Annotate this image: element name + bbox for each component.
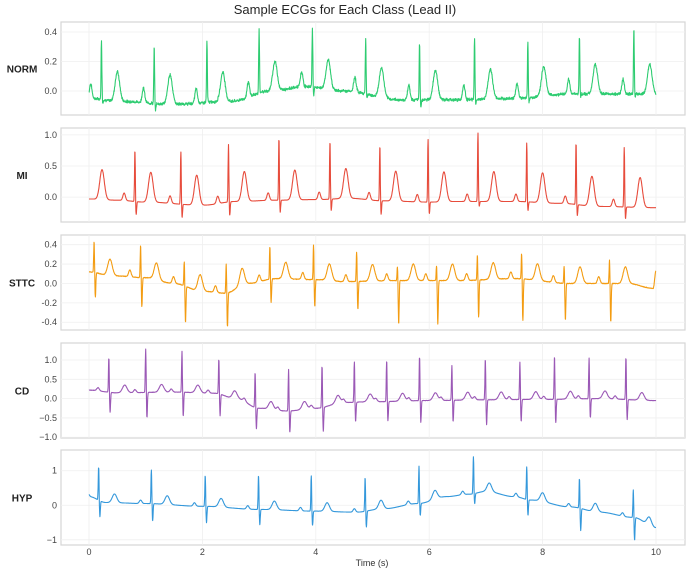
y-tick-label: −1.0 [39,432,57,442]
panel-hyp: 0 2 4 6 8 10 −1 0 1 HYP [12,449,686,557]
y-tick-label: 0.0 [44,394,57,404]
y-tick-label: 1 [52,466,57,476]
ecg-trace-sttc [88,241,657,327]
ecg-trace-mi [88,132,657,219]
x-axis-label: Time (s) [356,558,389,568]
panel-norm: 0.0 0.2 0.4 NORM [7,21,686,116]
panel-mi: 0.0 0.5 1.0 MI [16,127,686,223]
y-tick-label: −0.5 [39,413,57,423]
panel-label: NORM [7,65,38,76]
x-tick-label: 10 [651,547,661,557]
panel-sttc: -0.4 -0.2 0.0 0.2 0.4 STTC [9,234,686,331]
y-tick-label: 0.5 [44,374,57,384]
y-tick-label: 0.0 [44,86,57,96]
y-tick-label: 0.2 [44,259,57,269]
y-tick-label: 0.2 [44,56,57,66]
x-tick-label: 6 [427,547,432,557]
x-tick-label: 4 [313,547,318,557]
y-tick-label: 0.0 [44,278,57,288]
x-tick-label: 8 [540,547,545,557]
y-tick-label: −1 [47,535,57,545]
axes-frame [60,449,686,546]
ecg-trace-cd [88,348,657,433]
y-tick-label: 0.5 [44,161,57,171]
panel-cd: −1.0 −0.5 0.0 0.5 1.0 CD [15,342,686,442]
y-tick-label: 0.0 [44,192,57,202]
y-tick-label: -0.2 [41,298,57,308]
panel-label: MI [16,171,27,182]
ecg-trace-hyp [88,456,657,541]
y-tick-label: -0.4 [41,317,57,327]
y-tick-label: 0 [52,500,57,510]
y-tick-label: 1.0 [44,130,57,140]
y-tick-label: 0.4 [44,240,57,250]
chart-title: Sample ECGs for Each Class (Lead II) [234,2,457,17]
ecg-trace-norm [88,27,657,112]
panel-label: HYP [12,494,33,505]
panel-label: CD [15,387,29,398]
y-tick-label: 0.4 [44,27,57,37]
y-tick-label: 1.0 [44,355,57,365]
panel-label: STTC [9,279,35,290]
x-tick-label: 0 [86,547,91,557]
axes-frame [60,234,686,331]
x-tick-label: 2 [200,547,205,557]
axes-frame [60,342,686,439]
axes-frame [60,127,686,223]
